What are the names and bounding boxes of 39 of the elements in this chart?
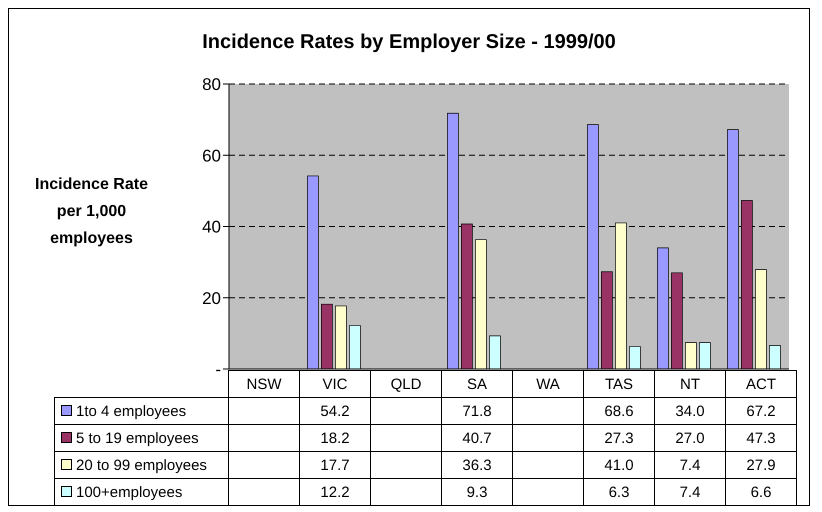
data-label: 6.6 (726, 478, 796, 506)
data-label: 36.3 (442, 452, 512, 478)
data-label: 41.0 (584, 452, 654, 478)
y-tick-label: 60 (202, 146, 221, 166)
x-tick-label: ACT (746, 376, 776, 392)
data-label: 47.3 (726, 424, 796, 452)
x-tick-label: WA (536, 376, 560, 392)
data-label: 27.3 (584, 424, 654, 452)
x-tick-label: TAS (604, 376, 634, 392)
legend-label: 100+employees (54, 478, 228, 506)
data-label: 27.9 (726, 452, 796, 478)
data-label: 68.6 (584, 398, 654, 424)
legend-label: 5 to 19 employees (54, 424, 228, 452)
data-label: 6.3 (584, 478, 654, 506)
data-label: 9.3 (442, 478, 512, 506)
y-tick-label: 40 (202, 218, 221, 237)
chart-title: Incidence Rates by Employer Size - 1999/00 (201, 31, 617, 54)
x-tick-label: SA (466, 376, 487, 392)
x-tick-label: NT (680, 376, 700, 392)
y-tick-label: 80 (202, 75, 221, 94)
y-tick-label: - (215, 360, 221, 380)
data-label: 27.0 (654, 424, 726, 452)
data-label: 40.7 (442, 424, 512, 452)
legend-label: 20 to 99 employees (54, 452, 228, 478)
legend-label: 1to 4 employees (54, 398, 228, 424)
data-label: 7.4 (654, 478, 726, 506)
data-label: 71.8 (442, 398, 512, 424)
data-label: 18.2 (300, 424, 370, 452)
data-label: 7.4 (654, 452, 726, 478)
x-tick-label: QLD (390, 376, 422, 392)
y-axis-title: Incidence Rate per 1,000 employees (34, 175, 149, 249)
data-label: 54.2 (300, 398, 370, 424)
data-label: 12.2 (300, 478, 370, 506)
x-tick-label: NSW (246, 376, 282, 392)
data-label: 34.0 (654, 398, 726, 424)
x-tick-label: VIC (322, 376, 348, 392)
y-tick-label: 20 (202, 288, 221, 308)
data-label: 17.7 (300, 452, 370, 478)
data-label: 67.2 (726, 398, 796, 424)
